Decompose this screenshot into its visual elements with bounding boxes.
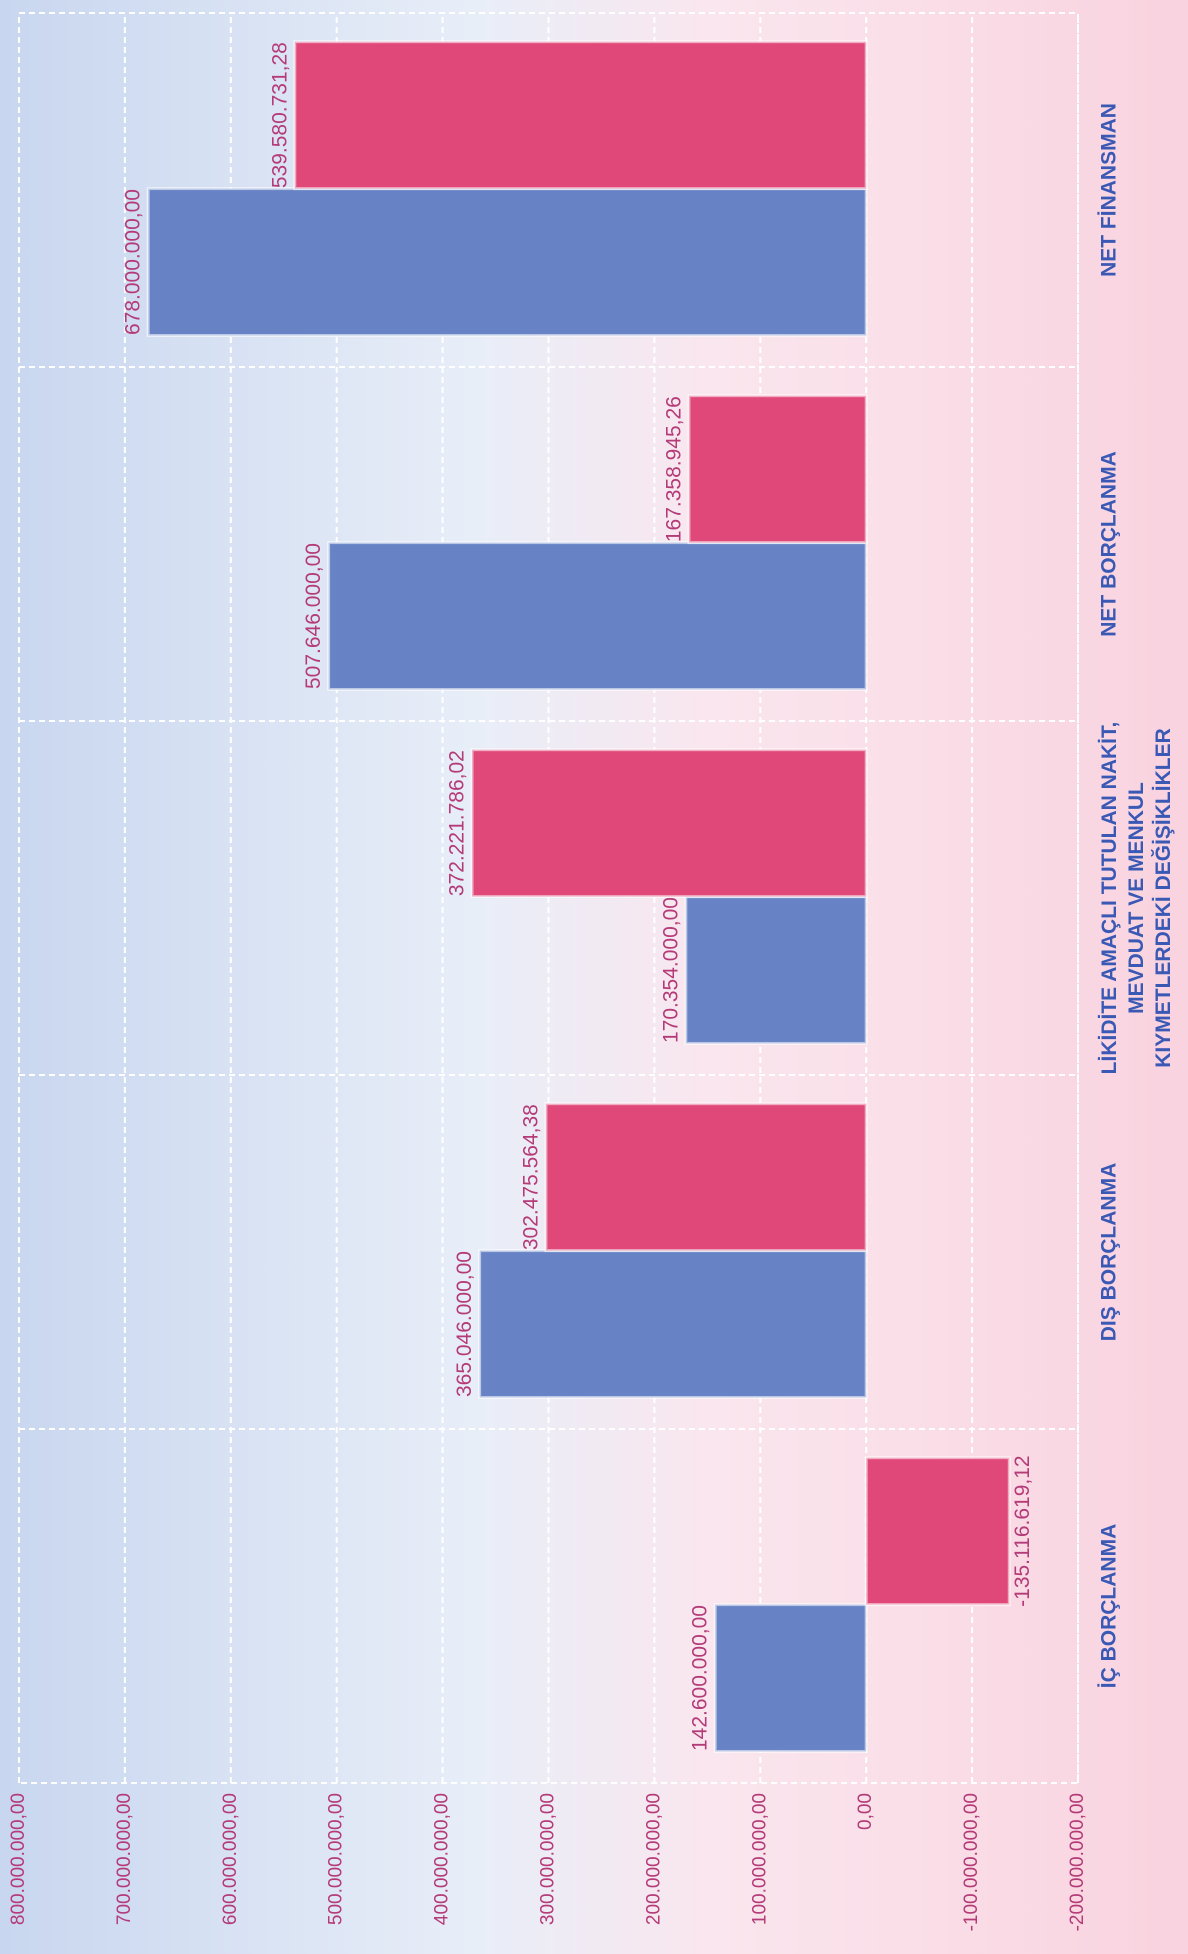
y-tick-label: -100.000.000,00	[961, 1793, 982, 1931]
x-tick-label: NET BORÇLANMA	[1098, 451, 1121, 636]
x-tick-label: NET FİNANSMAN	[1098, 103, 1121, 277]
bar	[864, 1456, 1011, 1607]
x-tick-label: İÇ BORÇLANMA	[1098, 1524, 1121, 1688]
y-tick-label: 700.000.000,00	[114, 1793, 135, 1925]
value-label: 170.354.000,00	[659, 897, 682, 1043]
x-tick-label: LİKİDİTE AMAÇLI TUTULAN NAKİT, MEVDUAT VE…	[1098, 722, 1175, 1075]
bar	[327, 541, 868, 691]
value-label: -135.116.619,12	[1011, 1455, 1034, 1606]
value-label: 678.000.000,00	[122, 189, 145, 335]
bar	[687, 394, 868, 545]
y-tick-label: 600.000.000,00	[220, 1793, 241, 1925]
y-tick-label: 300.000.000,00	[538, 1793, 559, 1925]
bar	[713, 1603, 868, 1753]
bar	[684, 895, 868, 1045]
y-tick-label: 0,00	[855, 1793, 876, 1830]
value-label: 372.221.786,02	[446, 750, 469, 896]
value-label: 507.646.000,00	[302, 543, 325, 689]
value-label: 302.475.564,38	[519, 1104, 542, 1250]
bar	[293, 40, 868, 191]
value-label: 142.600.000,00	[689, 1605, 712, 1751]
value-label: 539.580.731,28	[268, 42, 291, 188]
y-tick-label: 100.000.000,00	[749, 1793, 770, 1925]
y-tick-label: 800.000.000,00	[8, 1793, 29, 1925]
x-tick-label: DIŞ BORÇLANMA	[1098, 1163, 1121, 1342]
bar	[146, 187, 868, 337]
y-tick-label: 200.000.000,00	[643, 1793, 664, 1925]
bar	[478, 1249, 868, 1399]
value-label: 167.358.945,26	[663, 396, 686, 542]
y-tick-label: 500.000.000,00	[326, 1793, 347, 1925]
y-tick-label: -200.000.000,00	[1067, 1793, 1088, 1931]
value-label: 365.046.000,00	[453, 1251, 476, 1397]
y-tick-label: 400.000.000,00	[432, 1793, 453, 1925]
bar	[470, 748, 868, 899]
rotated-plot: -200.000.000,00 -100.000.000,00 0,00 100.00…	[8, 12, 1175, 1931]
bar	[544, 1102, 868, 1253]
